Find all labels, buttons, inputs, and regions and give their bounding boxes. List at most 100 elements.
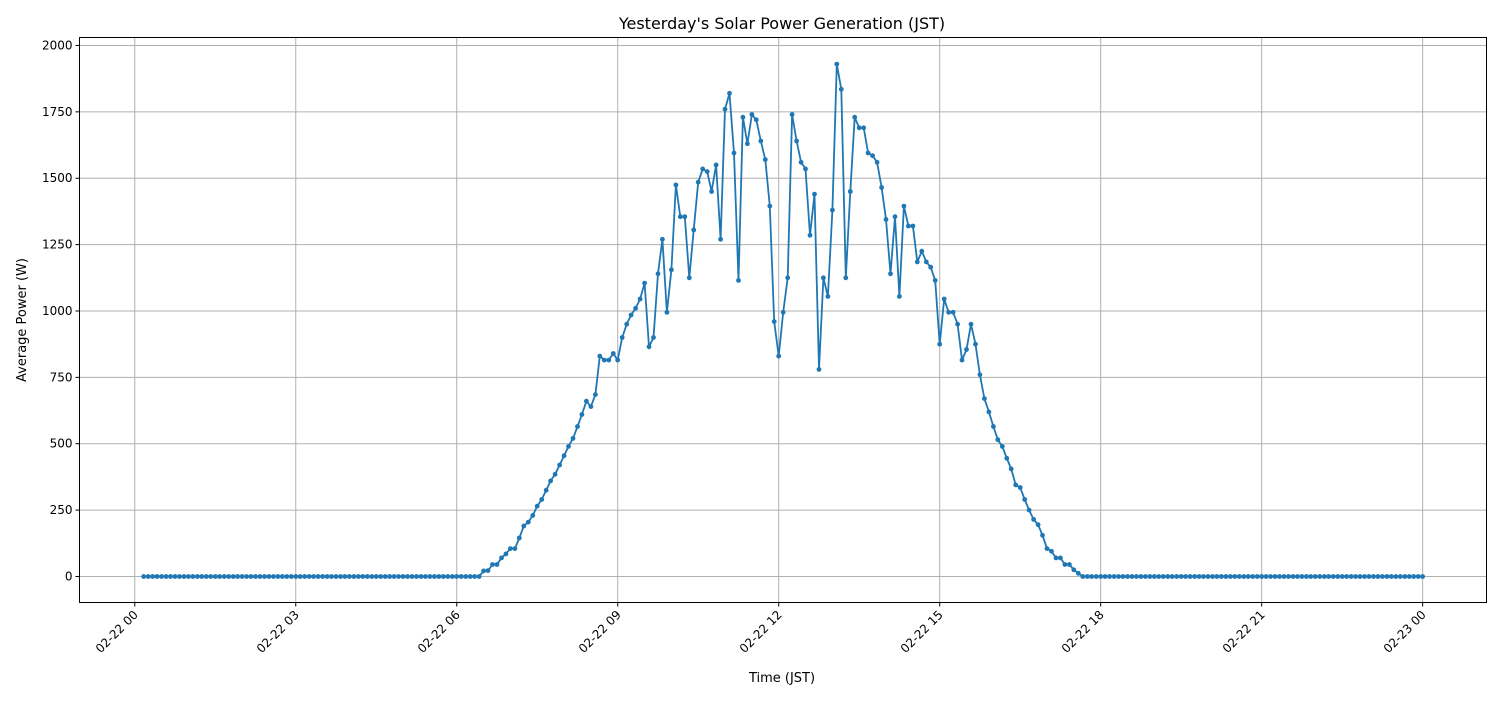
data-point [400,574,406,579]
data-point [284,574,290,579]
data-point [1415,574,1421,579]
data-point [1210,574,1215,579]
data-point [1093,574,1099,579]
data-point [333,574,339,579]
data-point [248,574,254,579]
data-point [1321,574,1327,579]
y-axis-ticks: 0 250 500 750 1000 1250 1500 1750 2000 [42,38,80,583]
data-point [946,309,951,315]
data-point [476,574,482,579]
data-point [1205,574,1211,579]
data-point [575,424,580,429]
data-point [1035,522,1041,528]
data-point [932,278,938,283]
data-point [271,574,276,579]
data-point [691,227,697,233]
data-point [780,309,786,315]
data-point [1223,574,1229,579]
data-point [646,344,652,350]
data-point [856,125,862,131]
data-point [865,150,871,156]
data-point [628,312,634,318]
data-point [798,159,804,165]
data-point [767,203,773,209]
y-axis-label: Average Power (W) [15,258,30,382]
data-point [405,574,410,579]
data-point [561,453,567,459]
data-point [1317,574,1323,579]
data-point [342,574,348,579]
data-point [825,294,831,299]
data-point [1004,455,1010,461]
data-point [1125,574,1130,579]
data-point [262,574,267,579]
data-point [329,574,334,579]
data-point [1299,574,1305,579]
data-point [624,321,630,327]
data-point [762,157,768,163]
data-point [923,259,929,265]
data-point [785,275,791,281]
data-point [253,574,258,579]
data-point [566,444,571,449]
data-point [1049,548,1054,554]
data-point [217,574,223,579]
data-point [1344,574,1349,579]
data-point [1384,574,1390,579]
data-point [834,61,840,67]
data-point [1102,574,1108,579]
data-point [964,347,969,352]
data-point [145,574,151,579]
data-point [682,214,688,220]
data-point [619,335,625,340]
data-point [499,555,504,561]
data-point [1044,546,1050,551]
data-point [794,138,799,144]
data-point [1187,574,1193,579]
data-point [1250,574,1256,579]
data-point [1107,574,1112,579]
y-tick-label: 1000 [42,304,73,318]
data-point [1156,574,1162,579]
data-point [373,574,379,579]
data-point [1219,574,1224,579]
data-point [1366,574,1372,579]
data-point [1080,574,1086,579]
data-point [159,574,165,579]
x-tick-label: 02-22 06 [415,608,463,656]
data-point [440,574,446,579]
data-point [1380,574,1385,579]
data-point [651,335,656,340]
data-point [257,574,263,579]
data-point [306,574,312,579]
data-point [534,503,540,509]
data-point [1116,574,1121,579]
data-point [1263,574,1269,579]
data-point [1254,574,1260,579]
data-point [494,562,500,567]
data-point [418,574,424,579]
data-point [454,574,460,579]
data-point [1245,574,1251,579]
data-point [1201,574,1206,579]
data-point [190,574,196,579]
data-point [1286,574,1291,579]
data-point [449,574,455,579]
data-point [1058,555,1063,561]
data-point [168,574,173,579]
data-point [660,236,665,242]
data-point [364,574,370,579]
data-point [686,275,692,281]
data-point [677,214,683,220]
data-point [463,574,469,579]
data-point [1402,574,1408,579]
data-point [1053,555,1059,561]
data-point [163,574,169,579]
data-point [1031,517,1036,522]
data-point [642,280,647,286]
data-point [302,574,308,579]
data-point [803,166,808,172]
data-point [704,169,710,175]
data-point [275,574,281,579]
x-tick-label: 02-22 00 [93,608,141,656]
